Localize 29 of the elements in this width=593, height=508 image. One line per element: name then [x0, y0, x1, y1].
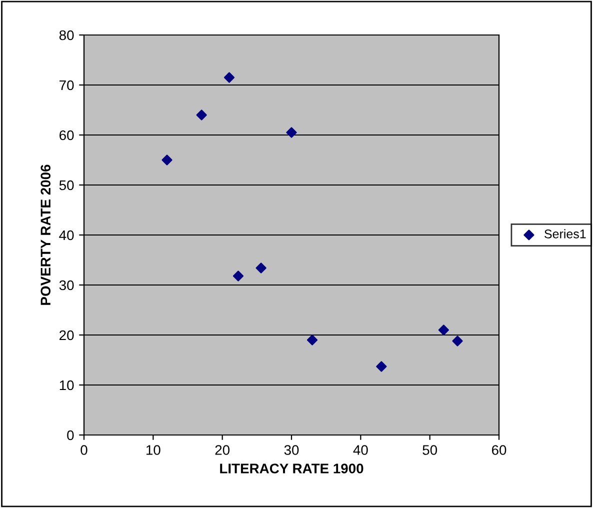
point — [452, 336, 463, 346]
y-tick-label: 20 — [60, 330, 74, 340]
point — [162, 154, 172, 166]
y-tick-label: 80 — [59, 30, 74, 40]
x-tick-label: 60 — [492, 445, 506, 455]
y-axis-title: POVERTY RATE 2006 — [40, 164, 51, 305]
point — [306, 334, 318, 346]
x-tick-label: 30 — [284, 445, 299, 455]
y-tick-label: 0 — [67, 430, 74, 440]
y-tick-label: 40 — [59, 230, 74, 240]
point — [232, 270, 244, 282]
x-tick-label: 0 — [80, 445, 88, 455]
y-tick-label: 10 — [60, 380, 74, 390]
y-tick-label: 70 — [60, 80, 74, 90]
x-tick-label: 10 — [146, 445, 160, 455]
x-tick-label: 40 — [353, 445, 368, 455]
x-tick-label: 20 — [215, 445, 230, 455]
point — [256, 262, 266, 274]
point — [286, 127, 297, 138]
x-tick-label: 50 — [422, 445, 438, 455]
legend-label: Series1 — [544, 229, 586, 238]
point — [438, 324, 449, 336]
y-tick-label: 60 — [60, 130, 74, 140]
y-tick-label: 30 — [59, 280, 74, 290]
x-axis-title: LITERACY RATE 1900 — [220, 464, 364, 474]
y-tick-label: 50 — [59, 180, 74, 190]
point — [376, 361, 387, 372]
point — [196, 110, 207, 120]
point — [224, 72, 235, 83]
